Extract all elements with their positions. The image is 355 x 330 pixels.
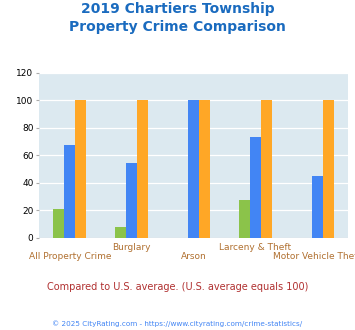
Text: Motor Vehicle Theft: Motor Vehicle Theft [273,252,355,261]
Bar [312,176,323,238]
Bar [53,209,64,238]
Bar [188,100,199,238]
Text: Property Crime Comparison: Property Crime Comparison [69,20,286,34]
Bar [64,146,75,238]
Text: Compared to U.S. average. (U.S. average equals 100): Compared to U.S. average. (U.S. average … [47,282,308,292]
Text: Arson: Arson [181,252,206,261]
Text: All Property Crime: All Property Crime [28,252,111,261]
Bar [239,200,250,238]
Text: Burglary: Burglary [113,243,151,251]
Bar [137,100,148,238]
Text: © 2025 CityRating.com - https://www.cityrating.com/crime-statistics/: © 2025 CityRating.com - https://www.city… [53,320,302,327]
Bar [75,100,87,238]
Bar [323,100,334,238]
Legend: Chartiers Township, Pennsylvania, National: Chartiers Township, Pennsylvania, Nation… [52,328,335,330]
Text: 2019 Chartiers Township: 2019 Chartiers Township [81,2,274,16]
Bar [199,100,210,238]
Bar [250,137,261,238]
Bar [126,163,137,238]
Bar [115,227,126,238]
Bar [261,100,272,238]
Text: Larceny & Theft: Larceny & Theft [219,243,291,251]
